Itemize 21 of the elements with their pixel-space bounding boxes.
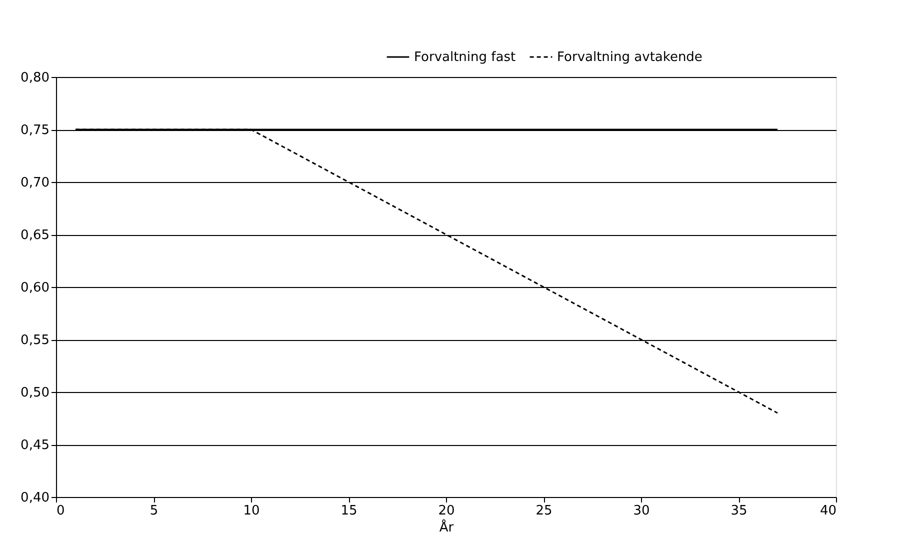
y-tick-label: 0,65	[20, 228, 50, 243]
x-tick-label: 35	[730, 504, 748, 518]
legend-label: Forvaltning avtakende	[557, 50, 702, 65]
x-tick-label: 25	[536, 504, 552, 518]
y-tick-label: 0,50	[20, 386, 50, 400]
y-tick-label: 0,40	[20, 490, 50, 506]
legend-label: Forvaltning fast	[414, 50, 516, 65]
x-tick-label: 30	[633, 504, 650, 518]
x-tick-label: 10	[243, 504, 260, 518]
x-tick-label: 15	[340, 504, 358, 518]
y-tick-label: 0,60	[20, 280, 50, 296]
x-tick-label: 20	[438, 504, 455, 518]
y-tick-label: 0,70	[20, 176, 50, 190]
y-tick-label: 0,75	[20, 123, 50, 138]
y-tick-label: 0,45	[20, 438, 50, 453]
x-tick-label: 40	[820, 504, 836, 518]
y-tick-label: 0,55	[20, 333, 50, 348]
x-tick-label: 0	[56, 504, 65, 518]
x-tick-label: 5	[150, 504, 158, 518]
y-tick-label: 0,80	[20, 70, 50, 86]
x-axis-title: År	[439, 518, 454, 536]
